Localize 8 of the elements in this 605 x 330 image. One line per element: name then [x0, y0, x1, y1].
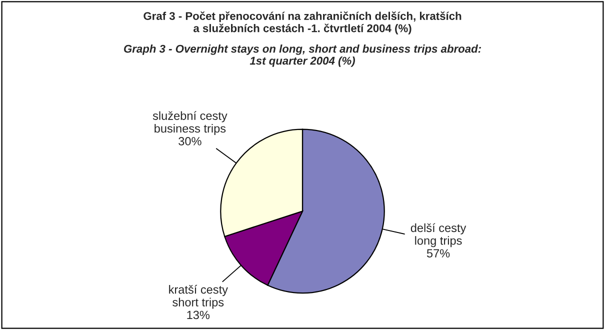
chart-subtitle: Graph 3 - Overnight stays on long, short and business trips abroad: 1st quarter 2004 (%): [124, 44, 481, 67]
data-label: 13%: [187, 310, 210, 320]
slice-label: delší cesty long trips: [410, 223, 466, 248]
slice-label: kratší cesty short trips: [169, 284, 228, 309]
chart-title: Graf 3 - Počet přenocování na zahraničních delších, kratších a služebních cestách -1. čtvrtletí 2004 (%): [144, 12, 462, 34]
slice-label: služební cesty business trips: [152, 111, 228, 135]
data-label: 30%: [178, 137, 202, 146]
data-label: 57%: [426, 249, 450, 258]
